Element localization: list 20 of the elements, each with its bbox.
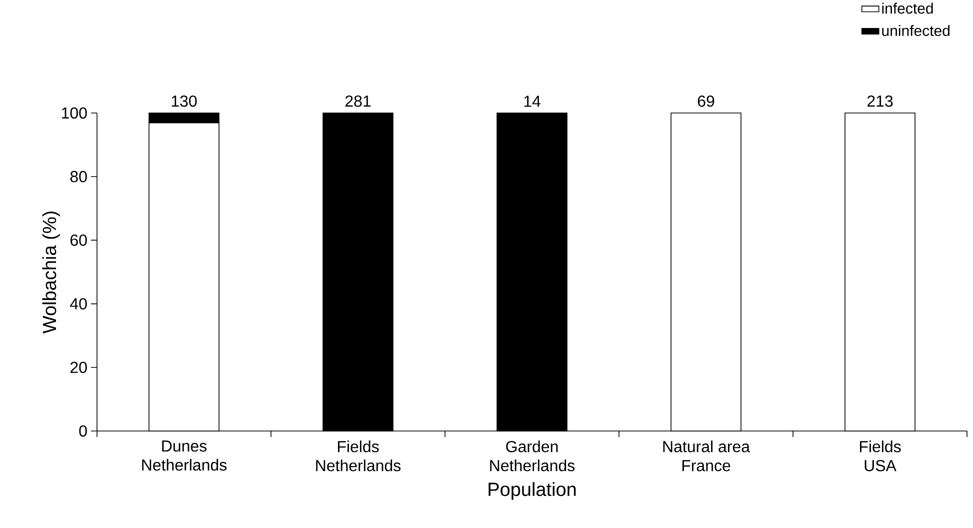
y-tick-label: 20	[70, 362, 87, 374]
x-tick-label: Natural area France	[663, 440, 750, 472]
legend-label: infected	[882, 2, 933, 14]
x-tick-label: Fields USA	[860, 440, 901, 472]
annotation: 281	[345, 95, 371, 107]
y-tick-label: 80	[70, 170, 87, 182]
annotation: 14	[524, 96, 540, 107]
legend-label: uninfected	[882, 25, 950, 36]
y-tick-label: 0	[79, 425, 87, 437]
y-tick-label: 100	[62, 107, 87, 119]
x-tick-label: Garden Netherlands	[490, 440, 575, 472]
x-tick-label: Fields Netherlands	[316, 440, 401, 472]
annotation: 69	[698, 95, 714, 107]
x-axis-title: Population	[488, 482, 576, 500]
y-tick-label: 60	[70, 234, 87, 246]
annotation: 213	[867, 95, 893, 107]
y-axis-title: Wolbachia (%)	[42, 212, 60, 334]
y-tick-label: 40	[70, 298, 87, 310]
annotation: 130	[172, 95, 197, 107]
x-tick-label: Dunes Netherlands	[142, 440, 227, 471]
